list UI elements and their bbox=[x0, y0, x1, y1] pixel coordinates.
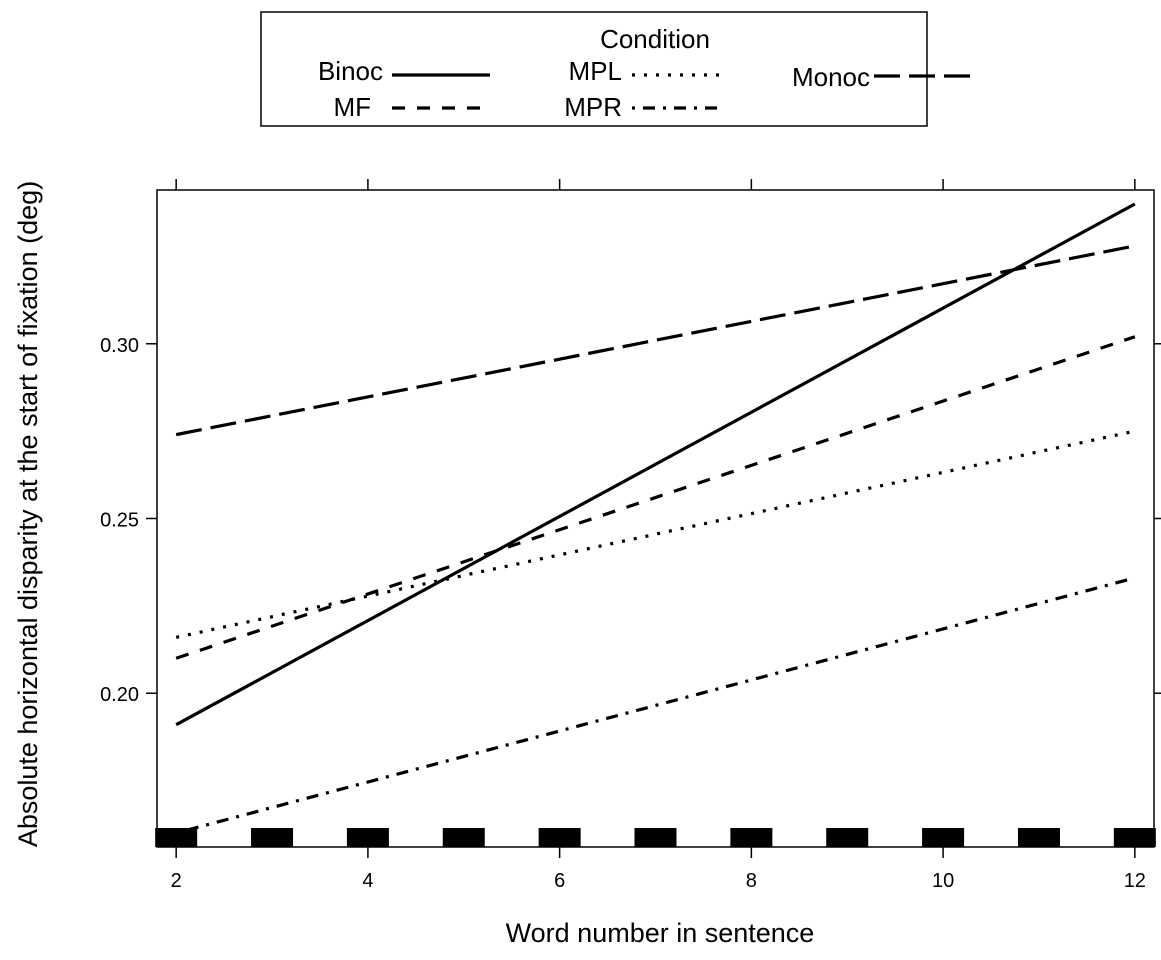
legend-label-mf: MF bbox=[333, 92, 371, 122]
y-tick-label: 0.20 bbox=[100, 684, 139, 706]
series-line-mpl bbox=[175, 429, 1136, 639]
series-line-mf bbox=[175, 335, 1136, 660]
rug-mark bbox=[1113, 828, 1156, 847]
legend-label-mpr: MPR bbox=[564, 92, 622, 122]
legend-label-mpl: MPL bbox=[569, 56, 622, 86]
x-tick-label: 10 bbox=[932, 870, 954, 892]
x-tick-label: 2 bbox=[171, 870, 182, 892]
rug-marks bbox=[155, 828, 1156, 847]
legend: Condition Binoc MPL Monoc MF MPR bbox=[260, 11, 978, 127]
x-tick-label: 4 bbox=[362, 870, 373, 892]
legend-title: Condition bbox=[600, 24, 710, 54]
series-line-binoc bbox=[175, 202, 1136, 727]
y-tick-label: 0.25 bbox=[100, 510, 139, 532]
rug-mark bbox=[442, 828, 485, 847]
legend-box bbox=[260, 11, 928, 127]
axis-ticks: 2 4 6 8 10 12 0.20 0.25 0.30 bbox=[100, 179, 1161, 892]
series-lines bbox=[175, 202, 1136, 835]
legend-entries: Binoc MPL Monoc MF MPR bbox=[318, 56, 978, 122]
series-line-monoc bbox=[175, 244, 1136, 437]
x-tick-label: 12 bbox=[1124, 870, 1146, 892]
series-line-mpr bbox=[175, 576, 1136, 835]
rug-mark bbox=[826, 828, 869, 847]
rug-mark bbox=[538, 828, 581, 847]
rug-mark bbox=[634, 828, 677, 847]
legend-label-binoc: Binoc bbox=[318, 56, 383, 86]
rug-mark bbox=[730, 828, 773, 847]
rug-mark bbox=[251, 828, 294, 847]
rug-mark bbox=[1017, 828, 1060, 847]
legend-label-monoc: Monoc bbox=[792, 62, 870, 92]
x-axis-title: Word number in sentence bbox=[506, 918, 815, 948]
rug-mark bbox=[922, 828, 965, 847]
rug-mark bbox=[346, 828, 389, 847]
x-tick-label: 6 bbox=[554, 870, 565, 892]
y-axis-title: Absolute horizontal disparity at the sta… bbox=[13, 181, 43, 847]
plot-frame bbox=[156, 189, 1155, 848]
y-tick-label: 0.30 bbox=[100, 335, 139, 357]
rug-mark bbox=[155, 828, 198, 847]
x-tick-label: 8 bbox=[746, 870, 757, 892]
